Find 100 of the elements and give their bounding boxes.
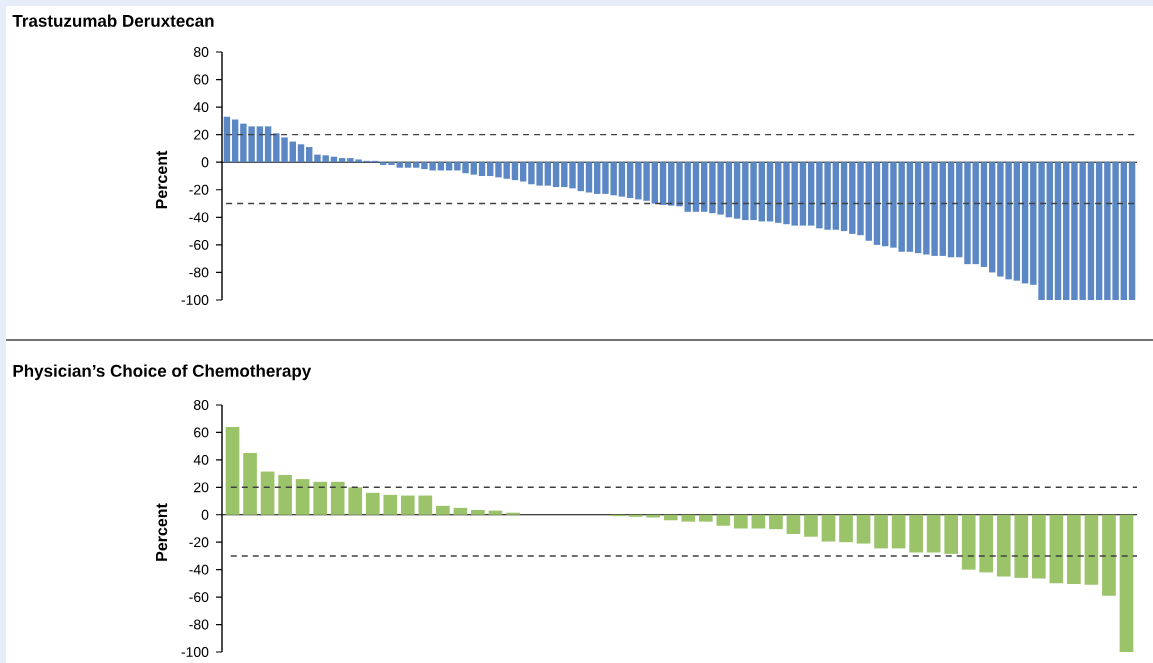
y-tick-label: -40 (189, 564, 209, 575)
bar (1119, 514, 1134, 652)
bar (231, 119, 239, 163)
bar (909, 514, 923, 553)
bar (996, 514, 1011, 577)
bar (404, 162, 412, 168)
bar (663, 514, 678, 521)
y-axis-title: Percent (156, 503, 168, 561)
bar (725, 162, 733, 218)
bar (1054, 162, 1062, 300)
y-tick-label: 40 (193, 102, 209, 113)
bar (891, 514, 906, 549)
bar (659, 162, 667, 205)
bar (577, 162, 584, 192)
bar (947, 162, 955, 258)
bar (733, 162, 741, 219)
bar (751, 514, 766, 529)
y-tick-label: -100 (181, 295, 209, 305)
bar (698, 514, 713, 522)
bar (926, 514, 941, 553)
bar (972, 162, 979, 265)
bar (396, 162, 403, 168)
bar (766, 162, 774, 222)
bar (544, 162, 552, 186)
y-tick-label: -100 (181, 647, 209, 657)
bar (914, 162, 922, 254)
y-tick-label: 80 (193, 400, 209, 410)
bar (1014, 514, 1029, 578)
bar (453, 507, 468, 515)
bar (906, 162, 914, 252)
bar (626, 162, 634, 199)
bar (681, 514, 696, 522)
bar (552, 162, 560, 188)
y-tick-label: -20 (189, 537, 209, 548)
bar (380, 162, 387, 165)
bar (804, 514, 818, 537)
bar (437, 162, 445, 171)
bar (519, 162, 527, 182)
bar (799, 162, 807, 226)
y-axis-title: Percent (156, 150, 168, 209)
bar (511, 162, 519, 181)
chart-title: Physician’s Choice of Chemotherapy (13, 364, 312, 381)
bar (980, 162, 988, 267)
y-tick-label: -80 (189, 619, 209, 630)
bar (289, 141, 296, 163)
bar (1095, 162, 1103, 300)
bar (874, 514, 888, 549)
bar (775, 162, 782, 223)
bar (651, 162, 659, 204)
y-tick-label: -80 (189, 267, 209, 278)
bar (506, 512, 520, 515)
bar (264, 126, 272, 163)
bar (365, 492, 380, 515)
bar (944, 514, 959, 554)
bar (388, 162, 395, 165)
y-tick-label: 20 (194, 129, 209, 140)
bar (961, 514, 976, 570)
bar (1120, 162, 1128, 300)
bar (348, 487, 363, 515)
y-tick-label: -20 (189, 184, 209, 195)
bar (668, 162, 675, 206)
bar (295, 479, 310, 515)
bar (988, 162, 996, 273)
bar (734, 514, 748, 529)
bar (471, 509, 485, 515)
bar (882, 162, 889, 247)
chart-title: Trastuzumab Deruxtecan (12, 14, 214, 27)
bar (1046, 162, 1053, 300)
bar (1049, 514, 1064, 584)
bar (840, 162, 848, 232)
bar (1021, 162, 1029, 284)
bar (684, 162, 691, 212)
bar (400, 495, 415, 515)
bar (964, 162, 971, 265)
y-tick-label: 40 (193, 454, 209, 465)
y-tick-label: 60 (194, 427, 209, 438)
bar (1084, 514, 1099, 585)
bar (223, 116, 231, 163)
bar (412, 162, 420, 168)
bar (832, 162, 840, 230)
bar (865, 162, 872, 241)
bar (436, 505, 450, 515)
bar (939, 162, 947, 256)
bar (856, 514, 871, 544)
bar (769, 514, 783, 530)
bar (979, 514, 994, 573)
bar (243, 453, 257, 515)
bar (839, 514, 853, 543)
y-tick-label: 80 (193, 47, 209, 57)
bar (330, 481, 345, 515)
bar (807, 162, 815, 226)
bar (278, 474, 292, 515)
bar (1067, 514, 1081, 585)
bar (383, 494, 398, 515)
bar (692, 162, 700, 212)
bar (470, 162, 477, 175)
y-tick-label: 0 (201, 157, 209, 168)
bar (313, 481, 327, 515)
bar (646, 514, 661, 518)
bar (1013, 162, 1021, 281)
